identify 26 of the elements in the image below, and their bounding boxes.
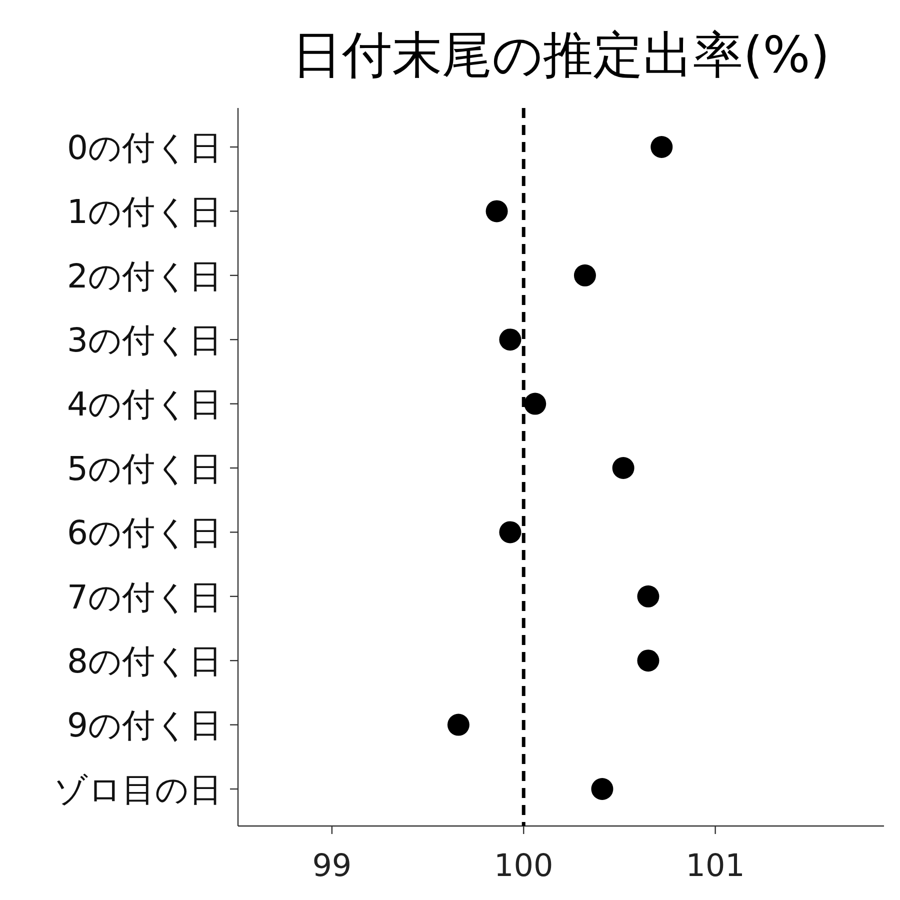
y-tick-label: ゾロ目の日 [54, 770, 222, 809]
y-tick-label: 0の付く日 [67, 128, 222, 167]
chart-title: 日付末尾の推定出率(%) [292, 26, 830, 84]
y-tick-label: 5の付く日 [67, 448, 222, 488]
y-tick-label: 2の付く日 [67, 256, 222, 296]
point [637, 650, 660, 672]
y-tick-label: 7の付く日 [67, 577, 222, 616]
y-tick-label: 6の付く日 [67, 513, 222, 552]
y-tick-label: 8の付く日 [67, 641, 222, 680]
point [499, 521, 522, 544]
y-tick-label: 9の付く日 [67, 706, 222, 745]
y-tick-label: 4の付く日 [67, 384, 222, 424]
point [524, 392, 546, 415]
point [637, 585, 660, 608]
point [612, 457, 634, 479]
point [486, 200, 508, 222]
point [650, 136, 673, 158]
point [574, 264, 596, 286]
x-tick-label: 100 [494, 848, 554, 884]
point [591, 778, 614, 800]
y-tick-label: 3の付く日 [67, 320, 222, 360]
point [447, 714, 470, 736]
y-tick-label: 1の付く日 [67, 192, 222, 232]
x-tick-label: 101 [686, 848, 745, 884]
point [499, 328, 522, 351]
x-tick-label: 99 [312, 848, 352, 884]
